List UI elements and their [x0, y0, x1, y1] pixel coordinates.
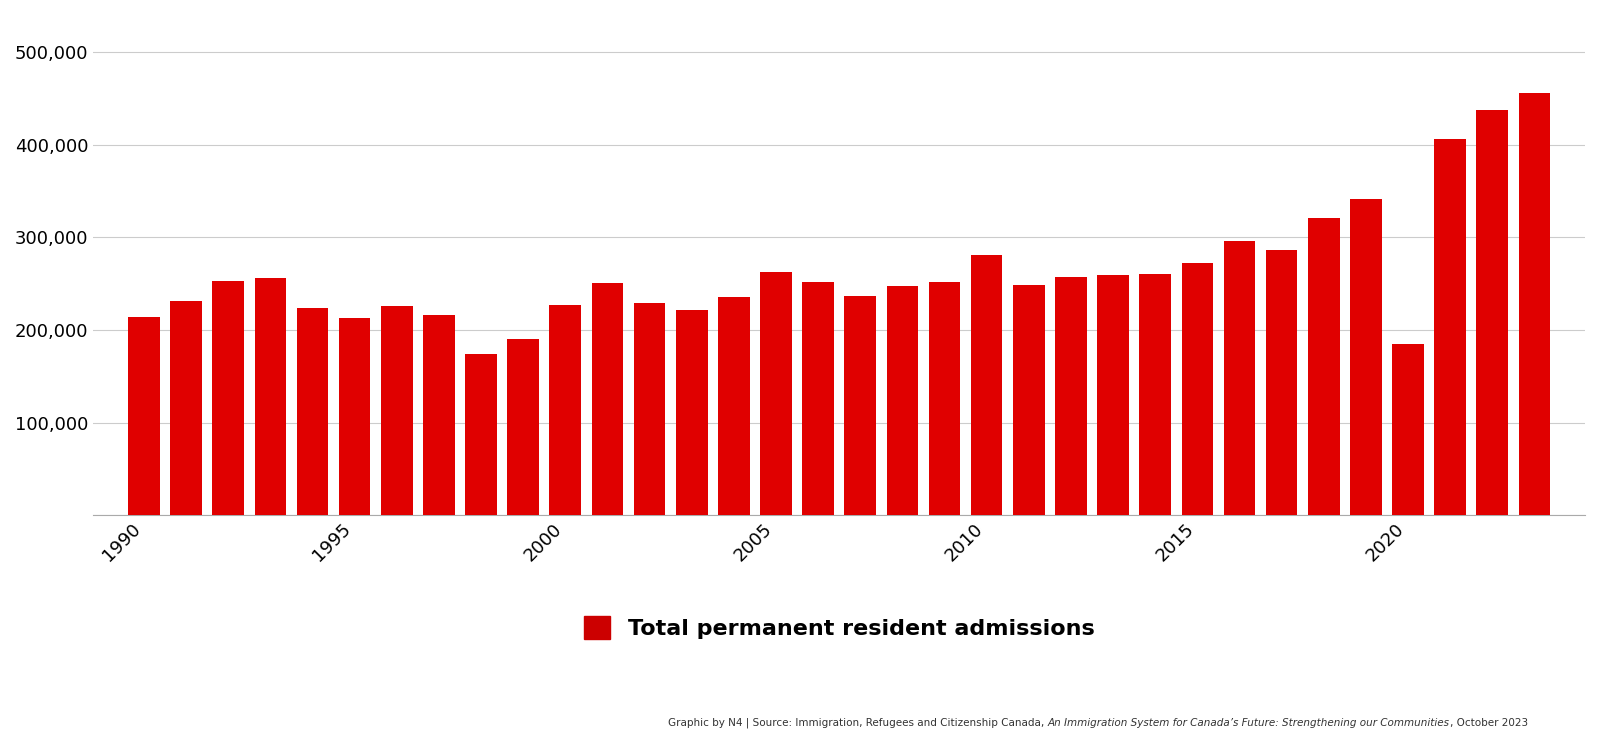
Bar: [170, 302, 202, 515]
Bar: [128, 316, 160, 515]
Bar: [422, 315, 454, 515]
Bar: [886, 286, 918, 515]
Bar: [1477, 110, 1509, 515]
Bar: [971, 255, 1003, 515]
Bar: [1350, 199, 1382, 515]
Bar: [1098, 275, 1130, 515]
Bar: [213, 281, 243, 515]
Bar: [592, 283, 624, 515]
Bar: [1518, 93, 1550, 515]
Bar: [381, 306, 413, 515]
Bar: [549, 305, 581, 515]
Bar: [254, 278, 286, 515]
Bar: [760, 272, 792, 515]
Bar: [1434, 139, 1466, 515]
Text: Graphic by N4 | Source: Immigration, Refugees and Citizenship Canada,: Graphic by N4 | Source: Immigration, Ref…: [669, 717, 1048, 728]
Bar: [634, 303, 666, 515]
Bar: [1054, 276, 1086, 515]
Bar: [1307, 218, 1339, 515]
Bar: [507, 339, 539, 515]
Bar: [845, 296, 877, 515]
Bar: [802, 282, 834, 515]
Bar: [1266, 250, 1298, 515]
Bar: [1139, 274, 1171, 515]
Bar: [1392, 345, 1424, 515]
Text: , October 2023: , October 2023: [1450, 718, 1528, 728]
Bar: [296, 308, 328, 515]
Bar: [928, 282, 960, 515]
Legend: Total permanent resident admissions: Total permanent resident admissions: [584, 617, 1094, 639]
Bar: [1013, 285, 1045, 515]
Bar: [675, 310, 707, 515]
Bar: [718, 296, 750, 515]
Bar: [1224, 241, 1256, 515]
Text: An Immigration System for Canada’s Future: Strengthening our Communities: An Immigration System for Canada’s Futur…: [1048, 718, 1450, 728]
Bar: [1181, 263, 1213, 515]
Bar: [466, 354, 498, 515]
Bar: [339, 318, 371, 515]
